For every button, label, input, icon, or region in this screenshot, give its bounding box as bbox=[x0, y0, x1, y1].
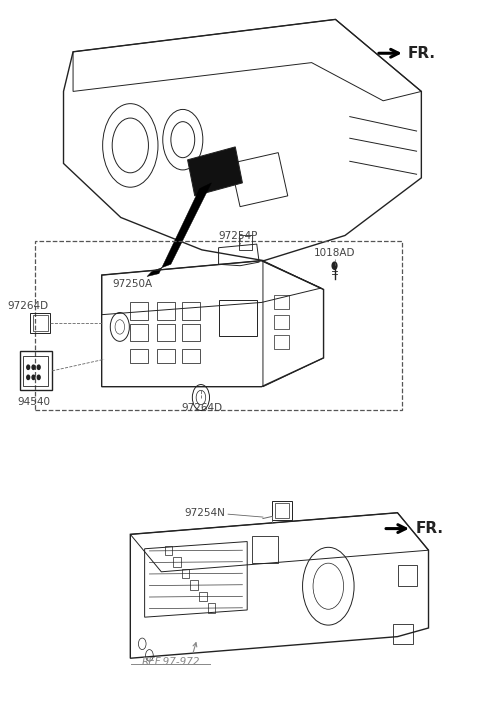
Text: 94540: 94540 bbox=[17, 397, 50, 407]
Bar bbox=[275, 315, 288, 329]
Bar bbox=[130, 348, 148, 363]
Bar bbox=[156, 302, 175, 320]
Bar bbox=[182, 569, 190, 578]
Bar bbox=[33, 315, 48, 330]
Bar bbox=[182, 302, 200, 320]
Bar bbox=[239, 236, 252, 250]
Bar bbox=[208, 604, 215, 613]
Circle shape bbox=[27, 365, 30, 369]
Bar bbox=[130, 302, 148, 320]
Text: REF.97-972: REF.97-972 bbox=[142, 656, 200, 667]
Bar bbox=[397, 565, 417, 586]
Text: FR.: FR. bbox=[408, 46, 436, 61]
Bar bbox=[275, 503, 289, 518]
Polygon shape bbox=[188, 147, 242, 196]
Bar bbox=[218, 300, 257, 336]
Bar bbox=[275, 294, 288, 309]
Bar bbox=[182, 348, 200, 363]
Bar bbox=[30, 312, 50, 333]
Text: FR.: FR. bbox=[415, 521, 443, 536]
Bar bbox=[273, 501, 291, 520]
Bar bbox=[23, 356, 48, 386]
Bar bbox=[191, 581, 198, 590]
Bar bbox=[393, 624, 413, 643]
Bar bbox=[252, 536, 278, 563]
Circle shape bbox=[37, 365, 40, 369]
Circle shape bbox=[332, 262, 337, 269]
Text: 97254N: 97254N bbox=[185, 508, 226, 518]
Circle shape bbox=[32, 375, 35, 380]
Bar bbox=[173, 557, 181, 567]
Bar bbox=[156, 348, 175, 363]
Text: 1018AD: 1018AD bbox=[314, 249, 355, 258]
Text: 97254P: 97254P bbox=[218, 231, 257, 241]
Circle shape bbox=[27, 375, 30, 380]
Polygon shape bbox=[147, 183, 211, 276]
Bar bbox=[182, 324, 200, 341]
Bar bbox=[20, 351, 52, 390]
Bar bbox=[199, 592, 207, 602]
Bar bbox=[275, 335, 288, 349]
Bar bbox=[156, 324, 175, 341]
Text: 97264D: 97264D bbox=[181, 403, 222, 413]
Circle shape bbox=[37, 375, 40, 380]
Bar bbox=[165, 546, 172, 555]
Circle shape bbox=[32, 365, 35, 369]
Text: 97264D: 97264D bbox=[7, 301, 48, 311]
Text: 97250A: 97250A bbox=[113, 279, 153, 289]
Bar bbox=[130, 324, 148, 341]
